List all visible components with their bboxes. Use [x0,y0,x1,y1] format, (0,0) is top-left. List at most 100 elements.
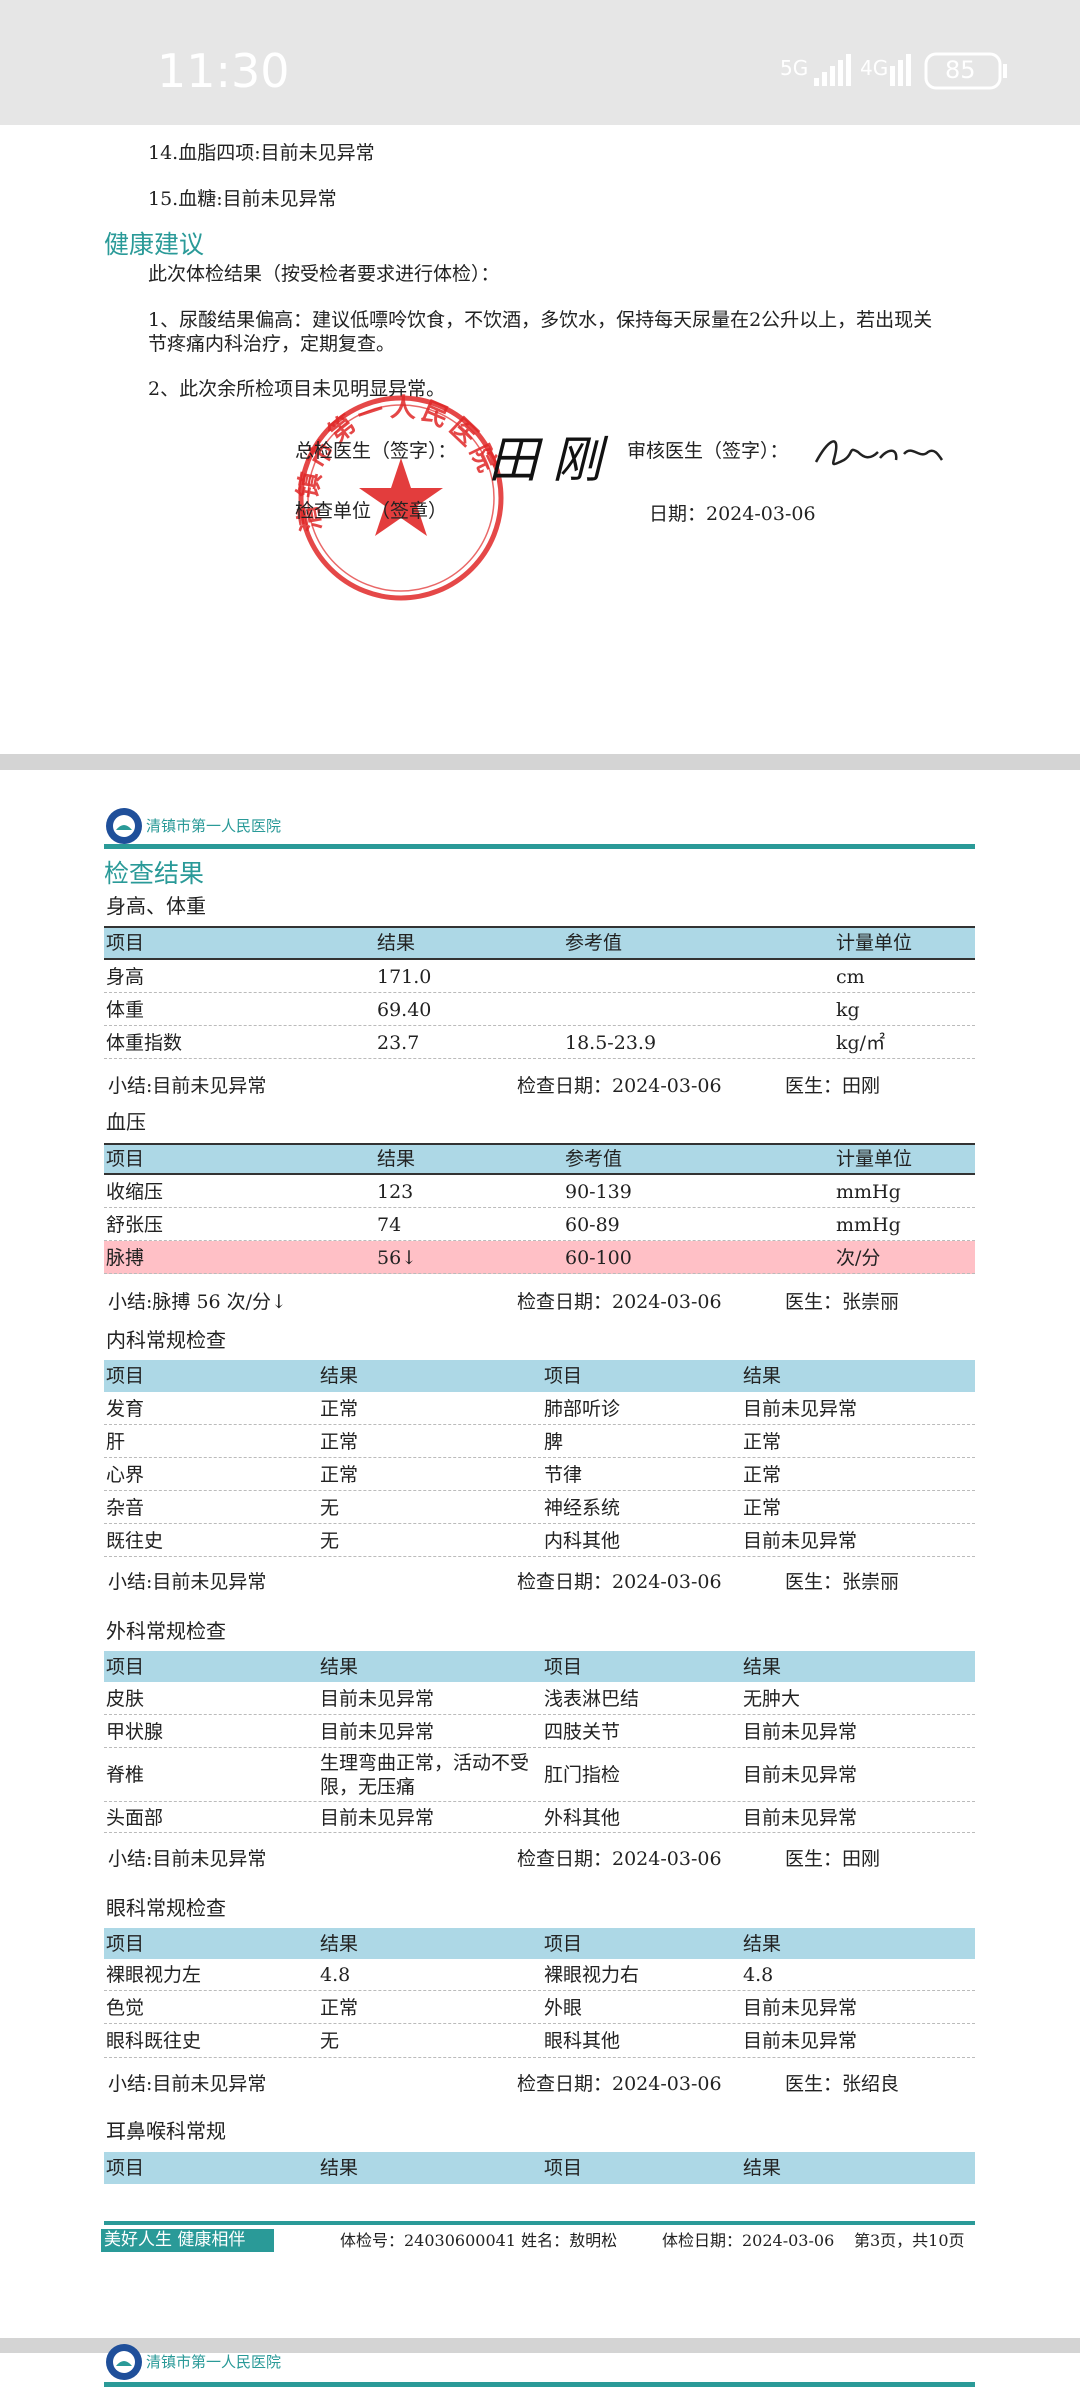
table-cell: 56↓ [377,1246,418,1269]
summary: 小结:脉搏 56 次/分↓ [108,1291,287,1313]
hospital-logo [106,808,142,844]
table-cell: 目前未见异常 [743,1529,858,1552]
page [0,2353,1080,2400]
table-row [104,1802,975,1833]
header-cell: 结果 [743,1932,782,1955]
header-cell: 结果 [377,1148,416,1170]
summary: 检查日期：2024-03-06 [517,1075,722,1097]
table-row [104,1491,975,1524]
table-cell: 内科其他 [544,1529,621,1552]
table-cell: 目前未见异常 [743,1720,858,1743]
table-cell: 74 [377,1213,402,1236]
table-cell: 23.7 [377,1031,420,1054]
table-cell: 身高 [106,965,145,988]
table-cell: 171.0 [377,965,432,988]
table-cell: 无 [320,2030,340,2052]
unit-label: 检查单位（签章） [295,500,448,522]
header-cell: 结果 [320,1655,359,1678]
table-row [104,2024,975,2058]
table-cell: 神经系统 [544,1496,621,1519]
page [0,770,1080,2338]
table-header [104,926,975,960]
table-cell: 正常 [320,1996,359,2019]
table-cell: 四肢关节 [544,1720,621,1743]
summary: 小结:目前未见异常 [108,2073,267,2095]
table-cell: 裸眼视力右 [544,1964,640,1986]
table-cell: 90-139 [565,1180,632,1203]
footer-page: 第3页，共10页 [854,2231,965,2250]
result-item: 14.血脂四项:目前未见异常 [148,142,375,164]
footer-slogan: 美好人生 健康相伴 [101,2229,274,2252]
table-cell: 甲状腺 [106,1720,164,1743]
table-cell: 心界 [106,1463,145,1486]
summary: 医生：张崇丽 [785,1571,900,1593]
table-cell: 18.5-23.9 [565,1031,657,1054]
summary: 小结:目前未见异常 [108,1571,267,1593]
table-header [104,1143,975,1175]
signal-icon [814,54,851,86]
table-cell: 无 [320,1529,340,1552]
table-cell: 脊椎 [106,1764,145,1786]
table-row [104,1715,975,1748]
table-cell: 目前未见异常 [743,1806,858,1829]
table-row [104,1392,975,1425]
hospital-logo [106,2344,142,2380]
table-row [104,1458,975,1491]
table-cell: 裸眼视力左 [106,1964,202,1986]
battery-icon [924,52,1007,90]
header-rule [104,2382,975,2387]
header-cell: 项目 [544,1655,583,1678]
result-item: 15.血糖:目前未见异常 [148,188,337,210]
header-cell: 结果 [743,1655,782,1678]
hospital-name: 清镇市第一人民医院 [146,817,282,835]
header-cell: 项目 [106,1655,145,1678]
network: 4G [860,56,889,80]
summary: 检查日期：2024-03-06 [517,1848,722,1870]
table-cell: 60-100 [565,1246,632,1269]
page [0,125,1080,754]
summary: 医生：田刚 [785,1075,881,1097]
table-cell: 眼科其他 [544,2030,621,2052]
table-cell: 节律 [544,1463,583,1486]
table-cell: 既往史 [106,1529,164,1552]
table-cell: 目前未见异常 [743,1764,858,1786]
header-cell: 项目 [106,1148,145,1170]
table-cell: cm [836,965,865,988]
table-cell: 体重 [106,998,145,1021]
date: 日期：2024-03-06 [649,503,816,525]
table-cell: 目前未见异常 [320,1806,435,1829]
table-cell: 头面部 [106,1806,164,1829]
table-cell: 体重指数 [106,1031,183,1054]
table-cell: 次/分 [836,1246,881,1269]
page-title: 检查结果 [104,859,205,888]
table-cell: 色觉 [106,1996,145,2019]
header-cell: 计量单位 [836,932,913,954]
signature-label: 总检医生（签字）： [295,440,457,462]
table-cell: 脉搏 [106,1246,145,1269]
table-cell: 目前未见异常 [320,1720,435,1743]
section-title: 眼科常规检查 [106,1896,226,1920]
table-cell: 目前未见异常 [743,1397,858,1420]
table-cell: 肝 [106,1430,126,1453]
table-cell: 收缩压 [106,1180,164,1203]
table-row [104,1241,975,1274]
advice: 2、此次余所检项目未见明显异常。 [148,378,446,400]
table-cell: 正常 [743,1496,782,1519]
signature-scribble [814,440,944,466]
table-cell: 眼科既往史 [106,2030,202,2052]
summary: 检查日期：2024-03-06 [517,1571,722,1593]
header-rule [104,844,975,849]
table-cell: 123 [377,1180,414,1203]
signature: 田刚 [488,431,616,489]
clock: 11:30 [157,44,290,98]
table-header [104,1360,975,1392]
table-cell: 肛门指检 [544,1764,621,1786]
header-cell: 结果 [743,1365,782,1387]
header-cell: 项目 [106,1932,145,1955]
table-cell: mmHg [836,1213,901,1236]
table-cell: 发育 [106,1397,145,1420]
table-cell: 生理弯曲正常，活动不受限，无压痛 [320,1752,530,1798]
summary: 医生：张崇丽 [785,1291,900,1313]
table-cell: 无 [320,1496,340,1519]
